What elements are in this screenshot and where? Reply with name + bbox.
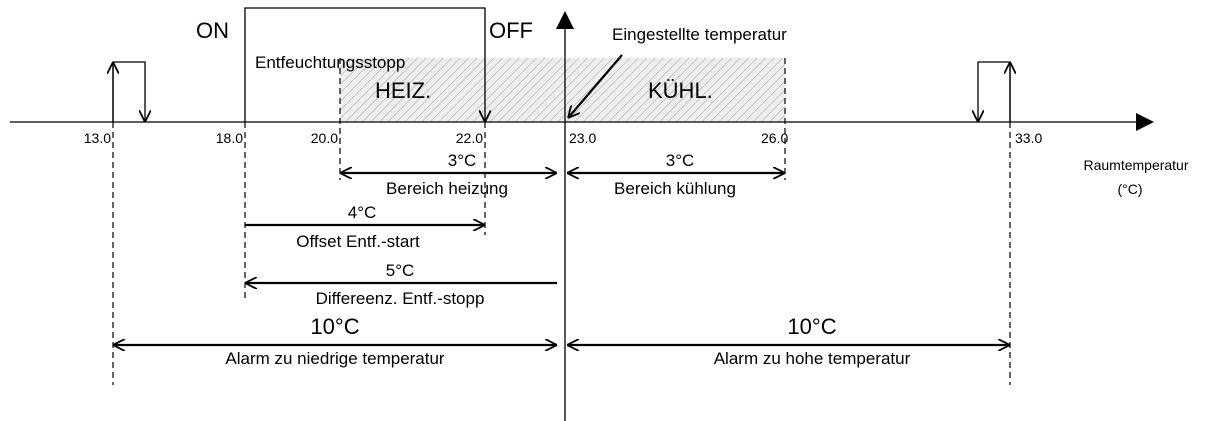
span-label: Offset Entf.-start — [296, 232, 420, 251]
tick-label: 26.0 — [761, 130, 788, 146]
span-label: Differeenz. Entf.-stopp — [316, 289, 485, 308]
zone-label: Entfeuchtungsstopp — [255, 53, 405, 72]
tick-label: 22.0 — [456, 130, 483, 146]
zone-label: HEIZ. — [375, 78, 431, 103]
tick-label: 23.0 — [569, 130, 596, 146]
span-label: Alarm zu hohe temperatur — [714, 349, 911, 368]
span-label: Bereich heizung — [386, 179, 508, 198]
setpoint-label: Eingestellte temperatur — [612, 25, 787, 44]
span-label: Bereich kühlung — [614, 179, 736, 198]
span-value: 5°C — [386, 261, 415, 280]
span-value: 10°C — [310, 314, 359, 339]
span-label: Alarm zu niedrige temperatur — [225, 349, 445, 368]
layout — [10, 7, 1154, 421]
tick-label: 33.0 — [1015, 130, 1042, 146]
on-label: ON — [196, 18, 229, 43]
zone-label: KÜHL. — [648, 78, 713, 103]
off-label: OFF — [489, 18, 533, 43]
axis-unit: (°C) — [1117, 181, 1142, 197]
tick-label: 18.0 — [216, 130, 243, 146]
axis-label: Raumtemperatur — [1083, 157, 1188, 173]
tick-label: 13.0 — [84, 130, 111, 146]
span-value: 10°C — [787, 314, 836, 339]
span-value: 4°C — [348, 203, 377, 222]
tick-label: 20.0 — [311, 130, 338, 146]
span-value: 3°C — [448, 151, 477, 170]
span-value: 3°C — [666, 151, 695, 170]
